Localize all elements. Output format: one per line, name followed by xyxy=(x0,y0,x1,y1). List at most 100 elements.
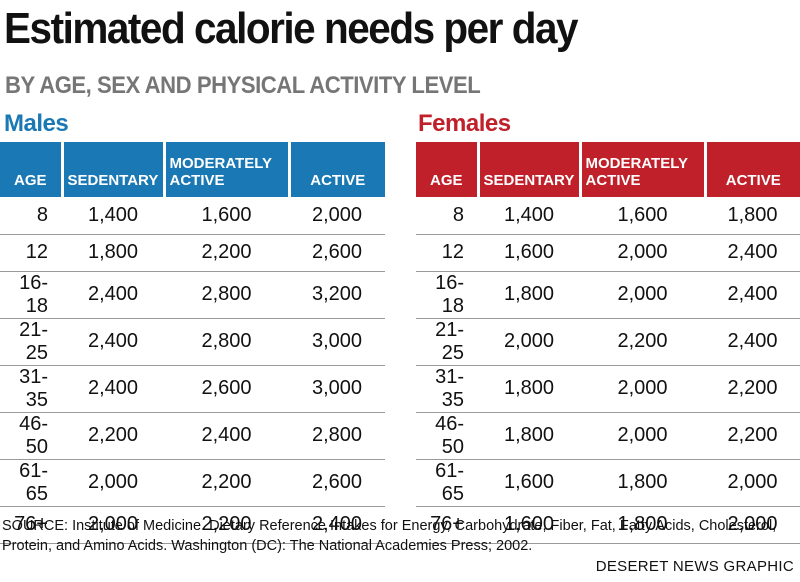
moderately-active-cell: 2,000 xyxy=(580,234,705,272)
active-cell: 3,200 xyxy=(289,271,385,319)
table-row: 21-25 2,400 2,800 3,000 xyxy=(0,318,385,366)
moderately-active-cell: 2,000 xyxy=(580,365,705,413)
sedentary-cell: 2,400 xyxy=(62,318,164,366)
table-row: 61-65 2,000 2,200 2,600 xyxy=(0,459,385,507)
females-section-title: Females xyxy=(418,110,511,137)
age-cell: 46-50 xyxy=(416,412,478,460)
age-cell: 21-25 xyxy=(0,318,62,366)
active-cell: 2,000 xyxy=(705,459,800,507)
age-cell: 12 xyxy=(0,234,62,272)
moderately-active-cell: 2,400 xyxy=(164,412,289,460)
active-cell: 3,000 xyxy=(289,318,385,366)
moderately-active-cell: 1,600 xyxy=(164,197,289,235)
table-row: 8 1,400 1,600 2,000 xyxy=(0,197,385,235)
moderately-active-cell: 2,200 xyxy=(580,318,705,366)
header-active: ACTIVE xyxy=(705,142,800,197)
moderately-active-cell: 2,800 xyxy=(164,271,289,319)
active-cell: 2,200 xyxy=(705,365,800,413)
sedentary-cell: 2,400 xyxy=(62,365,164,413)
sedentary-cell: 1,600 xyxy=(478,506,580,544)
sedentary-cell: 2,000 xyxy=(62,506,164,544)
males-section-title: Males xyxy=(4,110,69,137)
age-cell: 76+ xyxy=(416,506,478,544)
header-active: ACTIVE xyxy=(289,142,385,197)
sedentary-cell: 1,400 xyxy=(478,197,580,235)
age-cell: 16-18 xyxy=(0,271,62,319)
age-cell: 46-50 xyxy=(0,412,62,460)
table-row: 12 1,800 2,200 2,600 xyxy=(0,234,385,272)
moderately-active-cell: 2,600 xyxy=(164,365,289,413)
moderately-active-cell: 2,000 xyxy=(580,271,705,319)
moderately-active-cell: 2,800 xyxy=(164,318,289,366)
age-cell: 31-35 xyxy=(416,365,478,413)
header-age: AGE xyxy=(416,142,480,197)
chart-subtitle: BY AGE, SEX AND PHYSICAL ACTIVITY LEVEL xyxy=(5,72,481,99)
active-cell: 2,600 xyxy=(289,234,385,272)
header-sedentary: SEDENTARY xyxy=(62,142,166,197)
females-table-body: 8 1,400 1,600 1,800 12 1,600 2,000 2,400 16-18 1,… xyxy=(416,197,800,544)
active-cell: 2,200 xyxy=(705,412,800,460)
table-row: 16-18 2,400 2,800 3,200 xyxy=(0,271,385,319)
sedentary-cell: 1,600 xyxy=(478,459,580,507)
active-cell: 1,800 xyxy=(705,197,800,235)
females-table: AGE SEDENTARY MODERATELY ACTIVE ACTIVE 8… xyxy=(416,142,800,544)
table-row: 12 1,600 2,000 2,400 xyxy=(416,234,800,272)
table-row: 16-18 1,800 2,000 2,400 xyxy=(416,271,800,319)
active-cell: 2,800 xyxy=(289,412,385,460)
table-row: 76+ 2,000 2,200 2,400 xyxy=(0,506,385,544)
sedentary-cell: 2,000 xyxy=(478,318,580,366)
age-cell: 61-65 xyxy=(416,459,478,507)
sedentary-cell: 2,000 xyxy=(62,459,164,507)
age-cell: 16-18 xyxy=(416,271,478,319)
chart-title: Estimated calorie needs per day xyxy=(4,4,579,53)
sedentary-cell: 2,400 xyxy=(62,271,164,319)
source-note: SOURCE: Institute of Medicine. Dietary R… xyxy=(2,518,777,554)
table-row: 8 1,400 1,600 1,800 xyxy=(416,197,800,235)
header-sedentary: SEDENTARY xyxy=(478,142,582,197)
age-cell: 8 xyxy=(416,197,478,235)
moderately-active-cell: 2,000 xyxy=(580,412,705,460)
sedentary-cell: 1,800 xyxy=(478,271,580,319)
age-cell: 12 xyxy=(416,234,478,272)
moderately-active-cell: 2,200 xyxy=(164,459,289,507)
table-row: 46-50 1,800 2,000 2,200 xyxy=(416,412,800,460)
moderately-active-cell: 1,800 xyxy=(580,506,705,544)
active-cell: 2,400 xyxy=(705,318,800,366)
age-cell: 61-65 xyxy=(0,459,62,507)
active-cell: 3,000 xyxy=(289,365,385,413)
age-cell: 31-35 xyxy=(0,365,62,413)
moderately-active-cell: 1,800 xyxy=(580,459,705,507)
sedentary-cell: 1,800 xyxy=(478,365,580,413)
graphic-credit: DESERET NEWS GRAPHIC xyxy=(595,558,794,575)
sedentary-cell: 2,200 xyxy=(62,412,164,460)
active-cell: 2,000 xyxy=(705,506,800,544)
active-cell: 2,400 xyxy=(705,271,800,319)
header-moderately-active: MODERATELY ACTIVE xyxy=(164,142,291,197)
sedentary-cell: 1,800 xyxy=(478,412,580,460)
females-header-row: AGE SEDENTARY MODERATELY ACTIVE ACTIVE xyxy=(416,142,800,197)
header-moderately-active: MODERATELY ACTIVE xyxy=(580,142,707,197)
males-table-body: 8 1,400 1,600 2,000 12 1,800 2,200 2,600 16-18 2,… xyxy=(0,197,385,544)
males-table: AGE SEDENTARY MODERATELY ACTIVE ACTIVE 8… xyxy=(0,142,385,544)
active-cell: 2,400 xyxy=(289,506,385,544)
table-row: 46-50 2,200 2,400 2,800 xyxy=(0,412,385,460)
table-row: 61-65 1,600 1,800 2,000 xyxy=(416,459,800,507)
sedentary-cell: 1,600 xyxy=(478,234,580,272)
active-cell: 2,600 xyxy=(289,459,385,507)
males-header-row: AGE SEDENTARY MODERATELY ACTIVE ACTIVE xyxy=(0,142,385,197)
header-age: AGE xyxy=(0,142,64,197)
table-row: 31-35 2,400 2,600 3,000 xyxy=(0,365,385,413)
moderately-active-cell: 2,200 xyxy=(164,506,289,544)
table-row: 76+ 1,600 1,800 2,000 xyxy=(416,506,800,544)
age-cell: 8 xyxy=(0,197,62,235)
age-cell: 21-25 xyxy=(416,318,478,366)
sedentary-cell: 1,400 xyxy=(62,197,164,235)
moderately-active-cell: 1,600 xyxy=(580,197,705,235)
age-cell: 76+ xyxy=(0,506,62,544)
moderately-active-cell: 2,200 xyxy=(164,234,289,272)
table-row: 31-35 1,800 2,000 2,200 xyxy=(416,365,800,413)
active-cell: 2,400 xyxy=(705,234,800,272)
table-row: 21-25 2,000 2,200 2,400 xyxy=(416,318,800,366)
active-cell: 2,000 xyxy=(289,197,385,235)
sedentary-cell: 1,800 xyxy=(62,234,164,272)
